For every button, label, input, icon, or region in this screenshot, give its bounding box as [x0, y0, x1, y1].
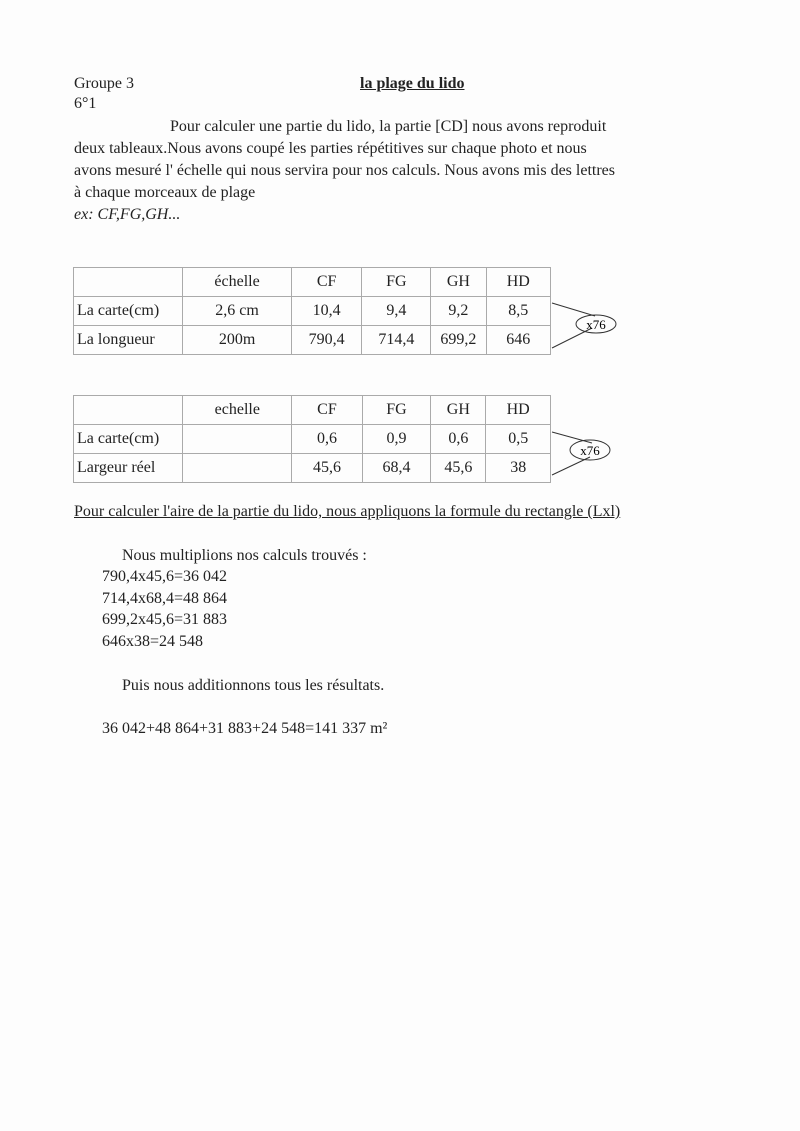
table-cell: 714,4	[361, 325, 432, 355]
intro-line: avons mesuré l' échelle qui nous servira…	[74, 162, 615, 179]
table-cell: 45,6	[430, 453, 487, 483]
table-cell: 0,6	[430, 424, 487, 454]
table-cell: CF	[291, 395, 363, 425]
table-cell: 200m	[182, 325, 292, 355]
table-header-row: échelle CF FG GH HD	[72, 267, 552, 297]
table-cell: GH	[430, 395, 487, 425]
table-cell: 8,5	[485, 296, 552, 326]
table-cell: CF	[290, 267, 363, 297]
table-cell: FG	[361, 267, 432, 297]
table-cell: Largeur réel	[72, 453, 184, 483]
calculation-line: 790,4x45,6=36 042	[102, 568, 228, 585]
intro-line: deux tableaux.Nous avons coupé les parti…	[74, 140, 587, 157]
table-cell: 790,4	[290, 325, 363, 355]
table-row: La carte(cm) 2,6 cm 10,4 9,4 9,2 8,5	[72, 296, 552, 326]
table-cell: GH	[430, 267, 487, 297]
multiplier-label: x76	[580, 443, 600, 458]
length-table: échelle CF FG GH HD La carte(cm) 2,6 cm 10,4 9,4…	[72, 267, 552, 355]
calculation-line: 714,4x68,4=48 864	[102, 590, 228, 607]
sum-intro: Puis nous additionnons tous les résultat…	[122, 677, 385, 694]
table-cell: HD	[485, 395, 551, 425]
multiplier-label: x76	[586, 317, 606, 332]
table-header-row: echelle CF FG GH HD	[72, 395, 551, 425]
table-cell	[182, 424, 293, 454]
table-cell: 0,9	[361, 424, 432, 454]
table-cell: 68,4	[361, 453, 432, 483]
table-cell: 45,6	[291, 453, 363, 483]
group-label: Groupe 3	[74, 75, 134, 92]
table-row: Largeur réel 45,6 68,4 45,6 38	[72, 453, 551, 483]
multiplier-annotation-2: x76	[551, 431, 611, 476]
calculation-line: 646x38=24 548	[102, 633, 204, 650]
formula-heading: Pour calculer l'aire de la partie du lid…	[74, 503, 621, 520]
table-cell: 9,2	[430, 296, 487, 326]
table-cell: 38	[485, 453, 551, 483]
table-cell	[182, 453, 293, 483]
document-title: la plage du lido	[360, 75, 465, 92]
table-cell	[72, 395, 184, 425]
multiply-intro: Nous multiplions nos calculs trouvés :	[122, 547, 367, 564]
table-row: La longueur 200m 790,4 714,4 699,2 646	[72, 325, 552, 355]
sum-result: 36 042+48 864+31 883+24 548=141 337 m²	[102, 720, 388, 737]
table-row: La carte(cm) 0,6 0,9 0,6 0,5	[72, 424, 551, 454]
table-cell: HD	[485, 267, 552, 297]
table-cell: 2,6 cm	[182, 296, 292, 326]
table-cell	[72, 267, 184, 297]
table-cell: 699,2	[430, 325, 487, 355]
width-table: echelle CF FG GH HD La carte(cm) 0,6 0,9 0,6 0,5 L…	[72, 395, 551, 483]
intro-line: à chaque morceaux de plage	[74, 184, 256, 201]
table-cell: La carte(cm)	[72, 424, 184, 454]
intro-line: Pour calculer une partie du lido, la par…	[170, 118, 607, 135]
table-cell: 10,4	[290, 296, 363, 326]
table-cell: 646	[485, 325, 552, 355]
table-cell: FG	[361, 395, 432, 425]
class-label: 6°1	[74, 95, 97, 112]
example-text: ex: CF,FG,GH...	[74, 206, 181, 223]
multiplier-annotation-1: x76	[551, 302, 617, 349]
table-cell: echelle	[182, 395, 293, 425]
table-cell: 0,5	[485, 424, 551, 454]
table-cell: 0,6	[291, 424, 363, 454]
calculation-line: 699,2x45,6=31 883	[102, 611, 228, 628]
table-cell: échelle	[182, 267, 292, 297]
table-cell: La carte(cm)	[72, 296, 184, 326]
table-cell: La longueur	[72, 325, 184, 355]
table-cell: 9,4	[361, 296, 432, 326]
